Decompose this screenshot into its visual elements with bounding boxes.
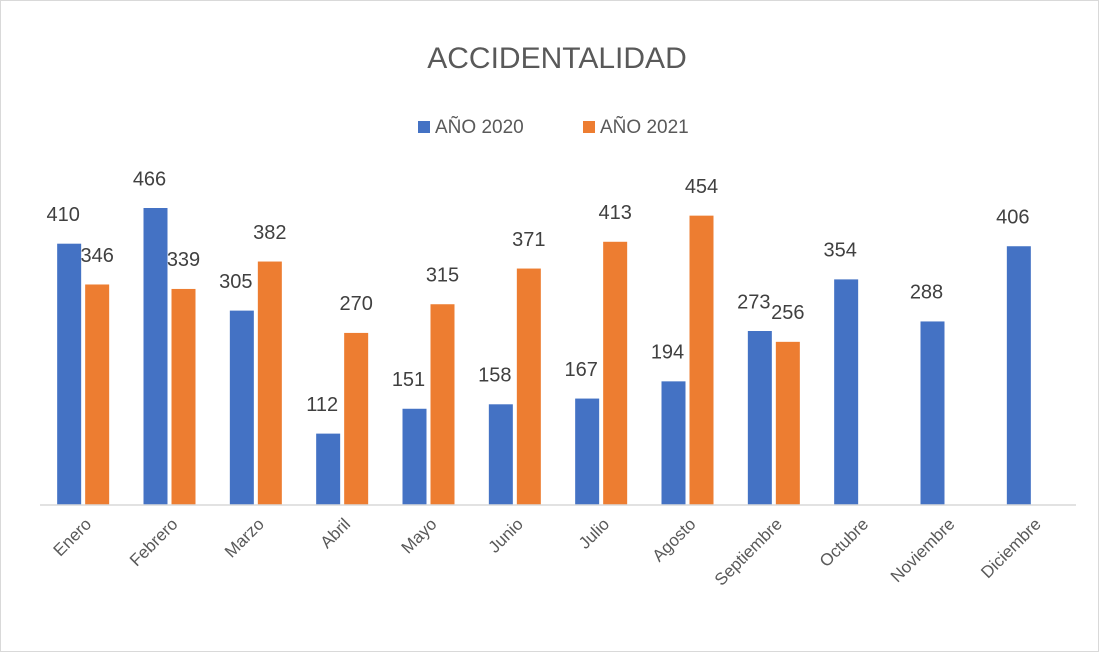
bar (57, 243, 82, 506)
data-label: 256 (771, 302, 804, 324)
bar (920, 321, 945, 505)
bar (834, 279, 859, 505)
bar (775, 341, 800, 505)
data-label: 454 (685, 176, 718, 198)
bar (171, 288, 196, 505)
bar (316, 433, 341, 505)
data-label: 406 (996, 207, 1029, 229)
bar (229, 310, 254, 505)
bar (85, 284, 110, 505)
bar (257, 261, 282, 505)
data-label: 413 (598, 202, 631, 224)
bar (402, 408, 427, 505)
bar (488, 404, 513, 505)
data-label: 112 (306, 394, 338, 416)
data-label: 167 (564, 359, 597, 381)
bar (661, 381, 686, 505)
data-label: 158 (478, 365, 511, 387)
data-label: 371 (512, 229, 545, 251)
data-label: 151 (392, 369, 425, 391)
chart-title: ACCIDENTALIDAD (427, 42, 686, 75)
legend-swatch (418, 121, 430, 133)
bar (1006, 246, 1031, 505)
data-label: 315 (426, 265, 459, 287)
data-label: 339 (167, 249, 200, 271)
bar (603, 241, 628, 505)
bar (143, 208, 168, 505)
data-label: 466 (133, 168, 166, 190)
data-label: 288 (910, 282, 943, 304)
legend-swatch (583, 121, 595, 133)
data-label: 346 (80, 245, 113, 267)
data-label: 273 (737, 291, 770, 313)
data-label: 270 (339, 293, 372, 315)
legend-label: AÑO 2020 (435, 116, 524, 138)
bar (430, 304, 455, 505)
bar (575, 398, 600, 505)
data-label: 382 (253, 222, 286, 244)
legend-label: AÑO 2021 (600, 116, 689, 138)
data-label: 354 (823, 240, 856, 262)
bar (344, 332, 369, 505)
bar (689, 215, 714, 505)
data-label: 194 (651, 342, 684, 364)
bar (747, 331, 772, 505)
bar (516, 268, 541, 505)
data-label: 305 (219, 271, 252, 293)
data-label: 410 (46, 204, 79, 226)
